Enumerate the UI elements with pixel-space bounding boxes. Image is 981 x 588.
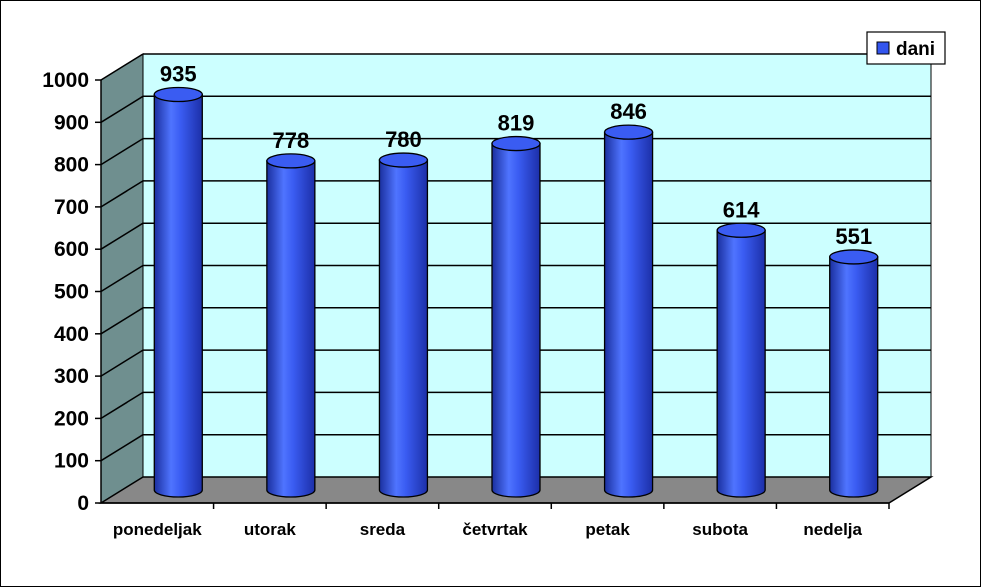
data-label: 780 [385,127,422,152]
bar [266,153,316,498]
bar-body [716,229,766,498]
bar-top [153,86,203,103]
y-tick-label: 1000 [42,69,89,92]
data-label: 935 [160,61,197,86]
gridline-side [100,391,144,420]
bar-body [378,159,429,498]
y-tick-label: 100 [54,450,89,473]
y-tick-label: 900 [54,111,89,134]
data-label: 551 [835,224,872,249]
bar-top [266,153,316,169]
bar [716,222,766,498]
legend-swatch [876,41,890,55]
gridline-side [100,349,144,377]
gridline-side [100,434,144,462]
gridline-side [100,264,144,293]
y-tick-label: 500 [54,281,89,304]
bar [378,152,429,498]
gridline-side [100,180,144,208]
legend: dani [866,31,946,65]
x-tick-label: sreda [360,520,406,539]
bar-body [491,142,541,498]
legend-label: dani [896,39,935,60]
y-tick-label: 200 [54,407,89,430]
y-tick-label: 800 [54,154,89,177]
y-tick-label: 600 [54,238,89,261]
bar-top [829,249,879,265]
bar [829,249,879,498]
bar-body [153,93,203,498]
bar-body [603,131,654,498]
x-tick-label: nedelja [803,520,862,539]
gridline-side [100,307,144,335]
bar-top [716,222,766,238]
gridline-side [100,137,144,166]
bar [603,124,654,498]
gridline-side [100,222,144,250]
bar-body [266,160,316,498]
data-label: 819 [498,111,535,136]
x-tick-label: ponedeljak [113,520,202,539]
gridline-side [100,53,144,81]
data-label: 778 [272,128,309,153]
x-tick-label: subota [692,520,748,539]
x-tick-label: četvrtak [462,520,528,539]
data-label: 846 [610,99,647,124]
x-tick-label: petak [585,520,630,539]
bar-top [491,135,541,152]
bar [153,86,203,498]
data-label: 614 [723,197,760,222]
x-tick-label: utorak [244,520,297,539]
y-tick-label: 0 [77,492,89,515]
bar [491,135,541,498]
bar-top [378,152,429,168]
gridline-side [100,95,144,123]
y-tick-label: 400 [54,323,89,346]
bar-top [603,124,654,140]
y-tick-label: 700 [54,196,89,219]
bar-body [829,256,879,498]
legend-box [866,31,946,65]
y-tick-label: 300 [54,365,89,388]
